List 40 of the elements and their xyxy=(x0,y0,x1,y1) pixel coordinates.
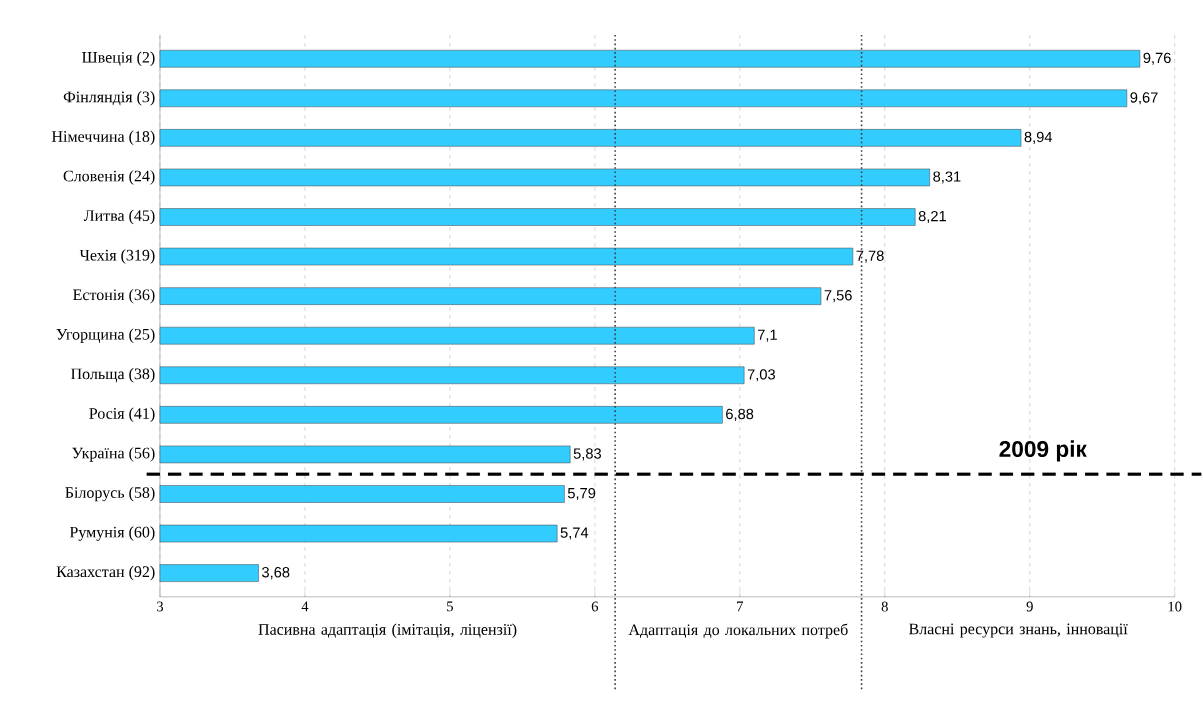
data-label: 3,68 xyxy=(262,567,290,580)
data-label: 9,76 xyxy=(1143,52,1171,65)
data-label: 7,56 xyxy=(824,290,852,303)
data-label: 8,31 xyxy=(933,171,961,184)
data-label: 7,78 xyxy=(856,250,884,263)
data-label: 8,94 xyxy=(1024,131,1053,145)
x-tick-label: 7 xyxy=(737,601,744,612)
y-tick-label: Росія (41) xyxy=(89,407,155,423)
text: Адаптація до локальних потреб xyxy=(628,623,848,639)
y-tick-label: Угорщина (25) xyxy=(56,328,155,344)
data-label: 5,79 xyxy=(567,488,596,501)
y-tick-label: Чехія (319) xyxy=(79,249,155,264)
x-tick-label: 8 xyxy=(881,601,888,612)
x-tick-label: 9 xyxy=(1026,601,1033,612)
data-label: 8,21 xyxy=(918,211,946,224)
x-tick-label: 5 xyxy=(447,601,453,612)
y-tick-label: Казахстан (92) xyxy=(56,565,155,581)
y-tick-label: Білорусь (58) xyxy=(65,486,155,502)
data-label: 7,03 xyxy=(747,369,775,382)
y-tick-label: Естонія (36) xyxy=(73,288,155,304)
data-label: 9,67 xyxy=(1130,92,1158,105)
x-tick-label: 6 xyxy=(591,601,599,612)
data-label: 7,1 xyxy=(757,329,777,342)
ref-line-label: 2009 рік xyxy=(999,440,1087,462)
x-tick-label: 10 xyxy=(1168,601,1182,612)
y-tick-label: Україна (56) xyxy=(72,447,155,462)
data-label: 5,83 xyxy=(573,448,602,461)
y-tick-label: Німеччина (18) xyxy=(51,130,155,146)
y-tick-label: Польща (38) xyxy=(71,368,155,383)
y-tick-label: Румунія (60) xyxy=(69,526,155,541)
y-tick-label: Словенія (24) xyxy=(63,170,155,185)
data-label: 6,88 xyxy=(726,408,754,421)
x-tick-label: 4 xyxy=(301,601,309,612)
y-tick-label: Фінляндія (3) xyxy=(63,91,155,106)
x-tick-label: 3 xyxy=(157,601,164,612)
y-tick-label: Швеція (2) xyxy=(82,51,155,67)
data-label: 5,74 xyxy=(560,527,589,540)
text: Пасивна адаптація (імітація, ліцензії) xyxy=(258,623,517,639)
text: Власні ресурси знань, інновації xyxy=(909,623,1128,638)
y-tick-label: Литва (45) xyxy=(83,209,155,225)
